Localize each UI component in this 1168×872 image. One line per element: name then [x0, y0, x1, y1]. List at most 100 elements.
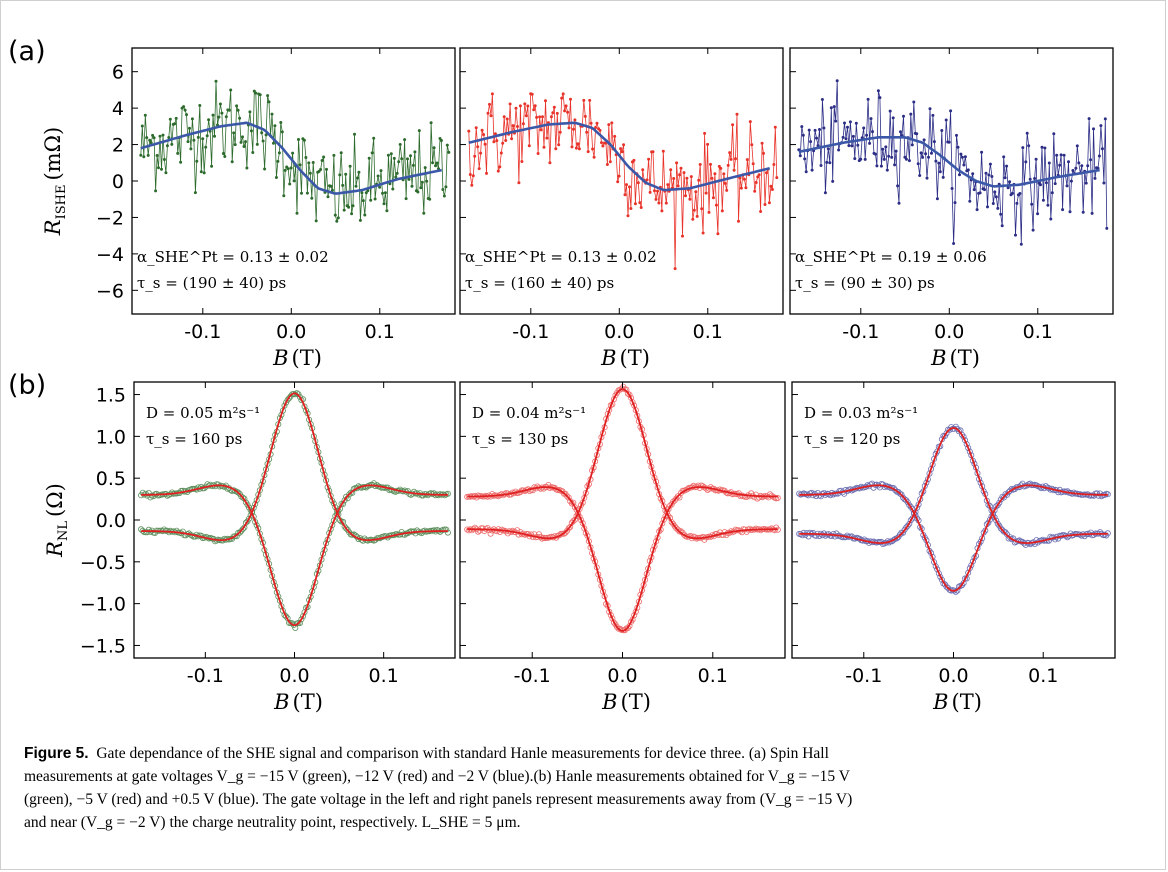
antiparallel-data-point: [1042, 483, 1049, 490]
data-point: [1100, 147, 1104, 151]
data-point: [258, 93, 262, 97]
data-point: [837, 148, 841, 152]
data-point: [734, 157, 737, 161]
data-point: [922, 138, 926, 142]
data-point: [185, 113, 188, 117]
parallel-data-point: [487, 530, 494, 537]
antiparallel-data-point: [977, 538, 984, 545]
data-point: [960, 155, 964, 159]
data-point: [518, 104, 522, 108]
parallel-data-point: [942, 432, 949, 439]
data-point: [155, 154, 159, 157]
annotation-line-1: D = 0.05 m²s⁻¹: [146, 404, 260, 422]
data-point: [703, 131, 707, 135]
data-point: [527, 144, 531, 148]
data-point: [217, 115, 221, 119]
data-point: [732, 168, 736, 172]
axes-frame: [791, 381, 1116, 659]
data-point: [193, 191, 197, 195]
data-point: [432, 146, 436, 150]
annotation-line-1: D = 0.03 m²s⁻¹: [804, 404, 918, 422]
data-point: [174, 116, 178, 120]
data-point: [567, 126, 571, 130]
data-point: [623, 193, 627, 197]
data-point: [1028, 177, 1032, 181]
data-point: [610, 121, 614, 125]
antiparallel-data-point: [444, 490, 451, 497]
antiparallel-data-point: [796, 490, 803, 497]
x-tick-label: 0.1: [1023, 321, 1053, 343]
data-point: [704, 191, 708, 195]
data-point: [620, 150, 624, 154]
data-point: [876, 89, 880, 93]
data-point: [239, 140, 243, 144]
data-point: [738, 176, 742, 180]
data-point: [398, 143, 402, 146]
data-point: [570, 145, 574, 149]
parallel-data-point: [567, 524, 574, 531]
data-point: [251, 151, 255, 154]
data-point: [682, 171, 686, 175]
parallel-data-point: [904, 522, 911, 529]
data-point: [1024, 160, 1028, 164]
data-point: [919, 151, 923, 155]
data-point: [991, 202, 995, 205]
data-point: [310, 196, 314, 200]
data-point: [669, 168, 673, 172]
data-point: [485, 171, 488, 175]
y-tick-label: −4: [96, 244, 124, 266]
data-point: [617, 174, 621, 178]
data-point: [651, 150, 655, 154]
data-point: [859, 157, 863, 161]
data-point: [539, 128, 543, 132]
data-point: [710, 176, 714, 180]
data-point: [397, 160, 401, 164]
data-point: [947, 140, 951, 144]
data-point: [719, 166, 723, 170]
parallel-data-point: [401, 531, 408, 538]
data-point: [276, 159, 280, 163]
data-point: [807, 128, 811, 132]
data-point: [372, 136, 376, 140]
data-point: [224, 115, 228, 119]
y-tick-label: 0.5: [96, 468, 126, 490]
parallel-data-point: [570, 518, 577, 525]
data-point: [142, 155, 146, 159]
data-point: [888, 109, 892, 113]
figure-caption: Figure 5. Gate dependance of the SHE sig…: [24, 742, 1149, 834]
data-point: [742, 177, 746, 181]
caption-line-3: (green), −5 V (red) and +0.5 V (blue). T…: [24, 791, 853, 808]
data-point: [508, 102, 512, 106]
data-point: [729, 157, 733, 161]
data-point: [495, 139, 499, 143]
data-point: [1077, 161, 1081, 165]
data-point: [521, 122, 525, 126]
data-point: [158, 134, 162, 138]
data-point: [505, 117, 509, 121]
data-point: [541, 115, 544, 119]
data-point: [190, 117, 194, 121]
data-point: [254, 91, 258, 95]
data-point: [533, 104, 537, 108]
data-point: [772, 163, 776, 166]
data-point: [395, 171, 399, 175]
plot-area: [138, 390, 451, 632]
data-point: [520, 160, 524, 163]
data-point: [613, 134, 617, 138]
data-point: [232, 131, 236, 135]
data-point: [641, 168, 645, 172]
antiparallel-data-point: [660, 516, 667, 523]
antiparallel-data-point: [756, 494, 763, 501]
x-tick-label: 0.1: [698, 665, 728, 687]
parallel-data-point: [907, 517, 914, 524]
parallel-data-point: [1007, 534, 1014, 541]
data-point: [879, 164, 883, 168]
data-point: [564, 104, 568, 108]
data-point: [850, 144, 854, 148]
data-point: [157, 166, 160, 170]
data-point: [820, 98, 824, 101]
data-point: [881, 147, 885, 151]
data-point: [1062, 153, 1066, 157]
parallel-data-point: [943, 430, 950, 437]
y-tick-label: 2: [112, 135, 124, 157]
